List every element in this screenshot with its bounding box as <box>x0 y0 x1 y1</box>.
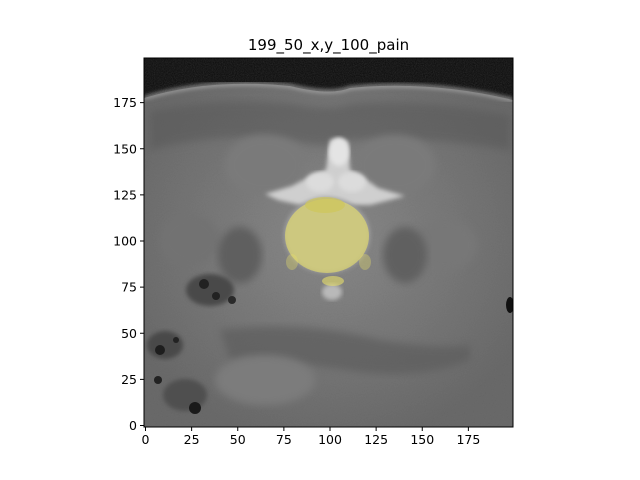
x-tick-label: 125 <box>364 432 388 447</box>
axes-frame <box>143 57 514 428</box>
x-tick-label: 50 <box>230 432 246 447</box>
y-tick-label: 100 <box>113 234 137 249</box>
x-tick-label: 75 <box>276 432 292 447</box>
segmentation-overlay <box>285 197 371 286</box>
y-tick-label: 50 <box>121 326 137 341</box>
x-tick-label: 150 <box>410 432 434 447</box>
x-tick-label: 175 <box>456 432 480 447</box>
x-axis-ticks: 0 25 50 75 100 125 150 175 <box>142 427 480 447</box>
y-tick-label: 0 <box>129 418 137 433</box>
y-tick-label: 75 <box>121 280 137 295</box>
x-tick-label: 0 <box>142 432 150 447</box>
y-tick-label: 150 <box>113 141 137 156</box>
y-tick-label: 175 <box>113 95 137 110</box>
y-tick-label: 25 <box>121 372 137 387</box>
x-tick-label: 100 <box>318 432 342 447</box>
plot-title: 199_50_x,y_100_pain <box>248 36 409 55</box>
y-tick-label: 125 <box>113 187 137 202</box>
y-axis-ticks: 0 25 50 75 100 125 150 175 <box>113 95 144 433</box>
x-tick-label: 25 <box>184 432 200 447</box>
